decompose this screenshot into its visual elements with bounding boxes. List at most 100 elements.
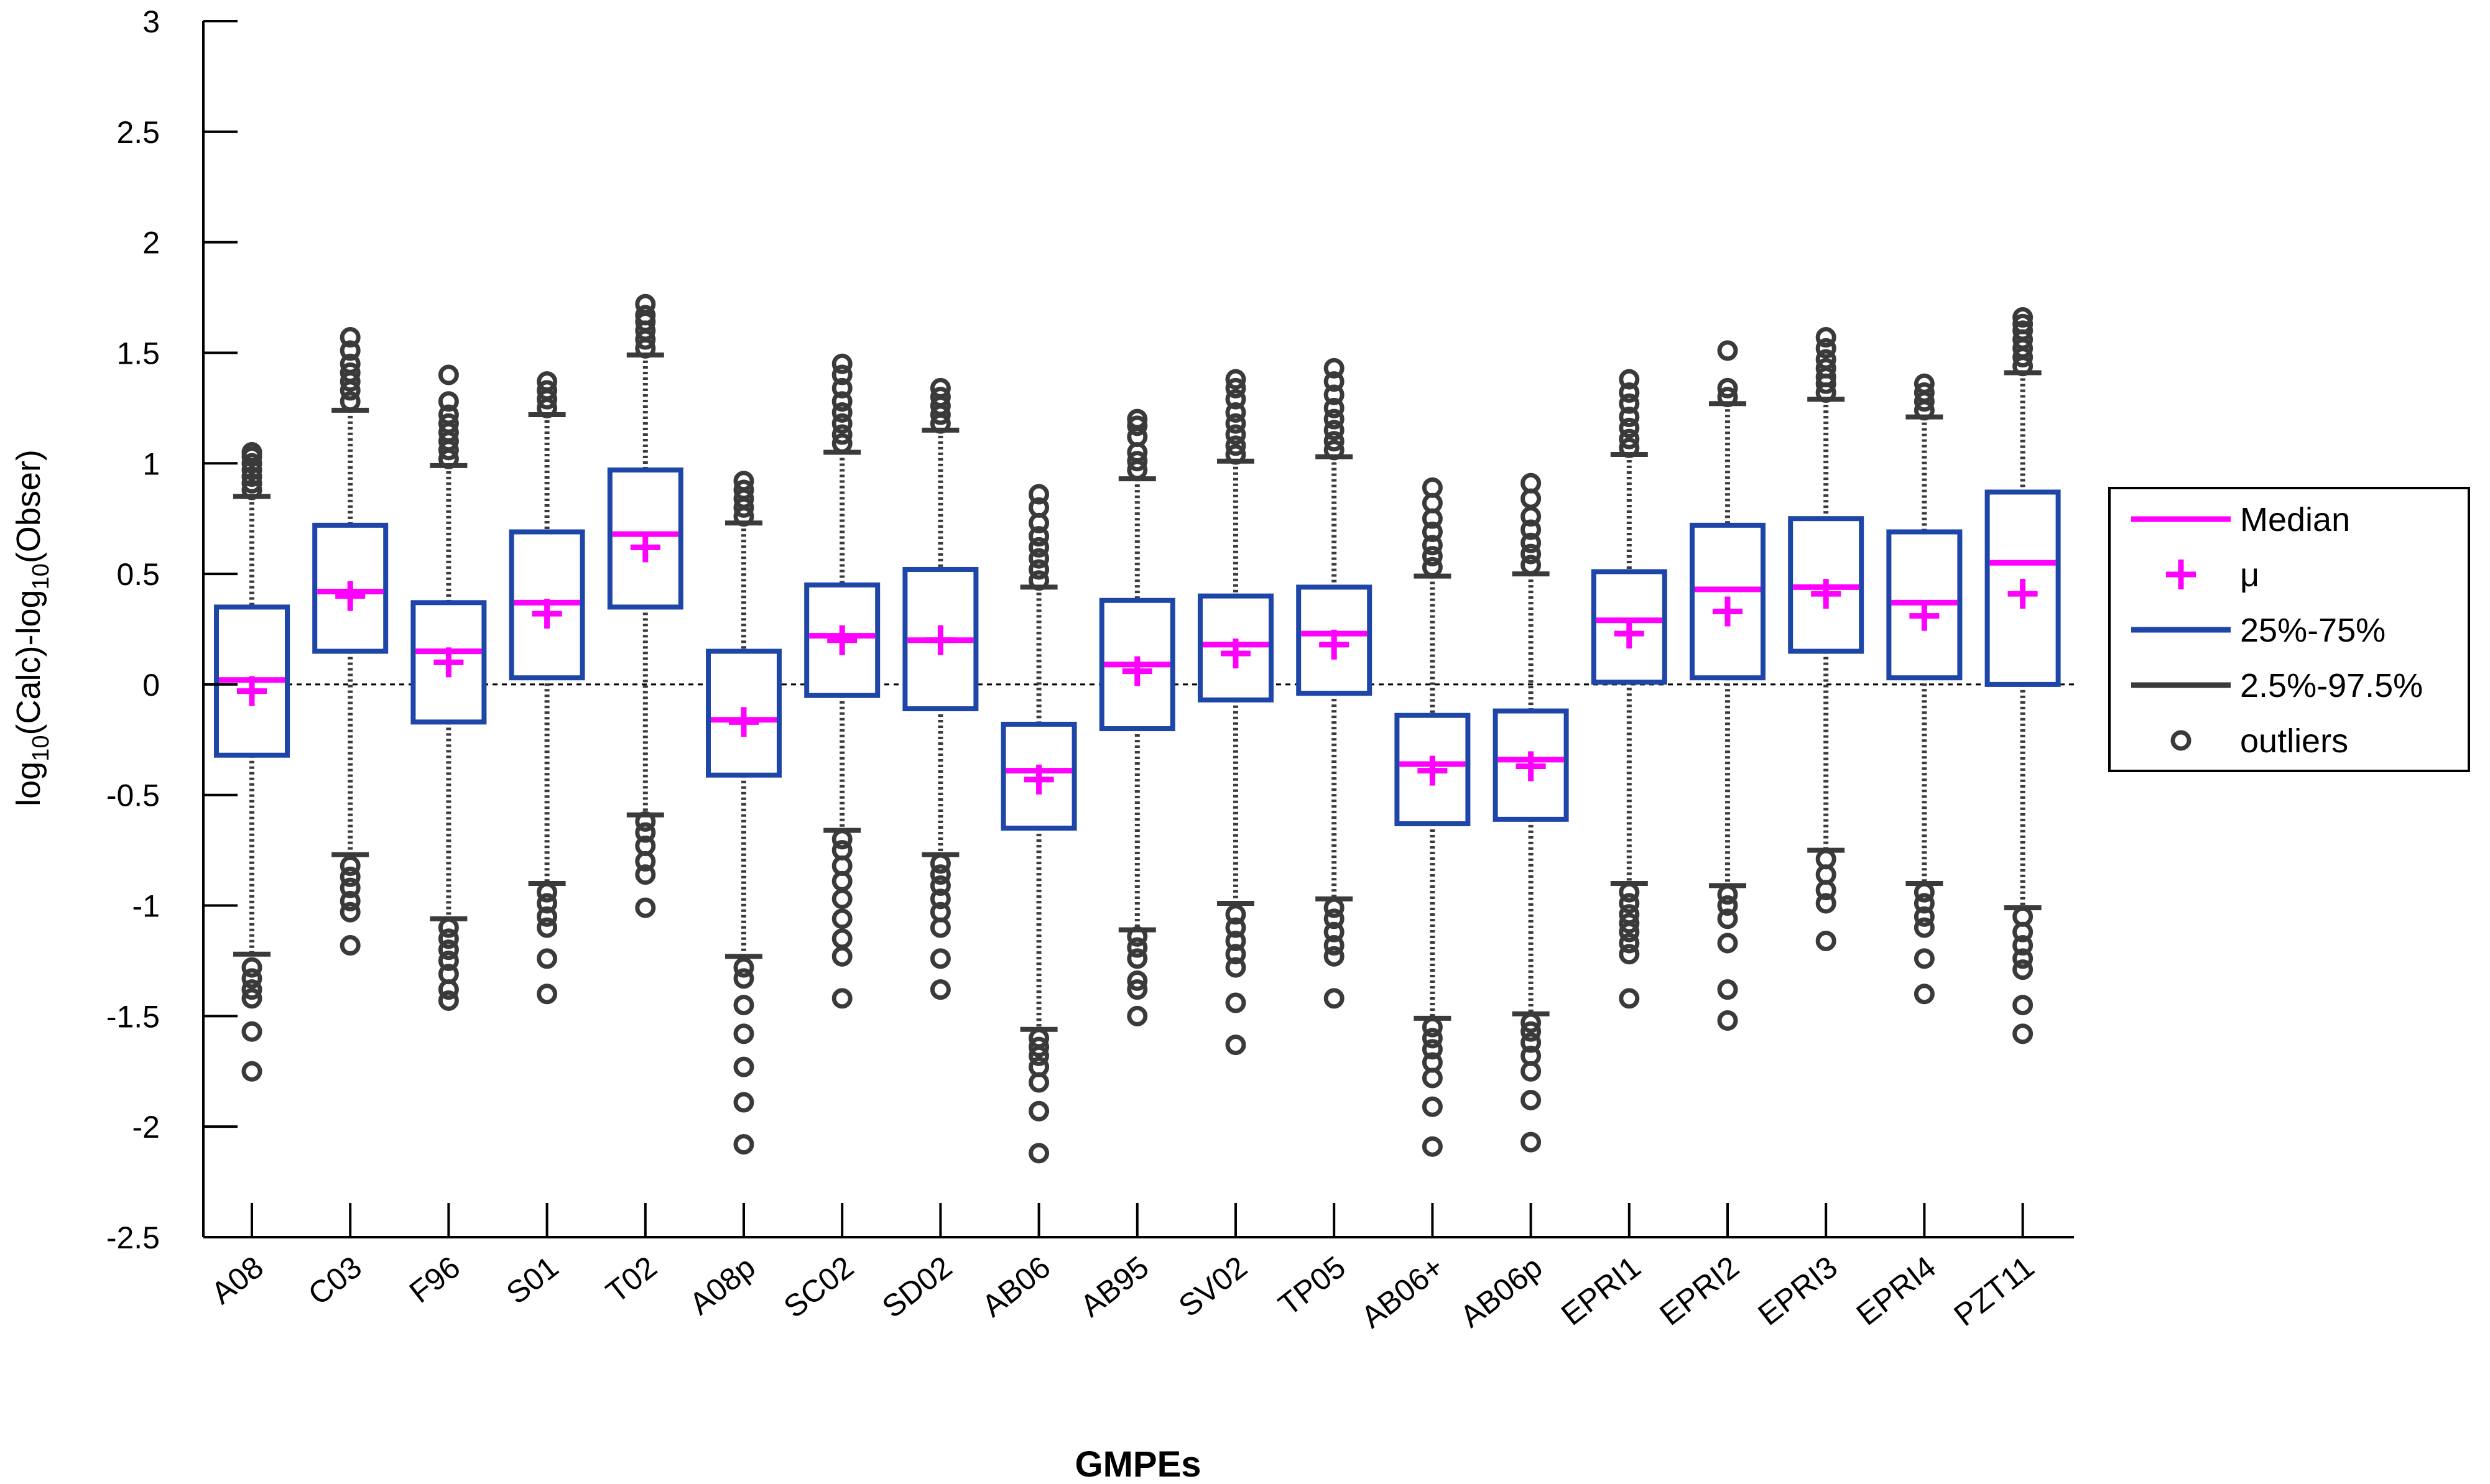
outlier-point [1520, 472, 1542, 494]
outlier-point [1619, 921, 1640, 942]
outlier-point [1422, 1039, 1443, 1060]
outlier-point [1323, 357, 1345, 379]
outlier-point [1422, 1016, 1443, 1038]
outlier-point [1717, 884, 1738, 905]
legend: Median μ 25%-75% 2.5%-97.5% outliers [2108, 487, 2470, 772]
outlier-point [1520, 555, 1542, 576]
outlier-point [1225, 413, 1246, 434]
outlier-point [930, 864, 951, 885]
x-axis-title: GMPEs [1075, 1444, 1201, 1484]
outlier-point [831, 433, 853, 454]
y-axis-title-subscript: 10 [28, 735, 54, 762]
outlier-point [1225, 944, 1246, 965]
legend-label: outliers [2240, 722, 2348, 760]
outlier-point [241, 466, 262, 487]
outlier-point [1225, 917, 1246, 938]
outlier-point [340, 877, 361, 898]
outlier-point [1619, 407, 1640, 428]
outlier-point [537, 893, 558, 914]
outlier-point [1914, 373, 1935, 394]
box-group-T02 [607, 293, 683, 918]
outlier-point [438, 979, 459, 1000]
outlier-point [831, 391, 853, 412]
iqr-box [1690, 522, 1766, 681]
outlier-point [1619, 893, 1640, 914]
outlier-point [340, 935, 361, 956]
outlier-point [1815, 327, 1836, 348]
outlier-point [340, 391, 361, 412]
outlier-point [340, 890, 361, 911]
y-axis-title-part: (Calc)-log [10, 589, 47, 735]
x-tick-label: F96 [403, 1250, 466, 1310]
outlier-point [1520, 1012, 1542, 1033]
outlier-point [1914, 882, 1935, 903]
outlier-point [537, 371, 558, 392]
x-tick-label: A08 [205, 1250, 270, 1311]
outlier-point [1717, 979, 1738, 1000]
outlier-point [733, 1023, 754, 1044]
x-tick-label: TP05 [1272, 1250, 1352, 1323]
outlier-point [1619, 933, 1640, 954]
x-tick-label: SC02 [777, 1250, 860, 1325]
y-axis-title: log10(Calc)-log10(Obser) [10, 449, 54, 806]
outlier-point [241, 968, 262, 989]
outlier-point [2012, 995, 2034, 1016]
outlier-point [1520, 1061, 1542, 1082]
box-group-F96 [410, 364, 487, 1011]
outlier-point [340, 362, 361, 383]
outlier-point [1422, 477, 1443, 498]
x-tick-label: S01 [500, 1250, 565, 1311]
box-group-C03 [312, 327, 389, 956]
outlier-point [1127, 1005, 1148, 1026]
outlier-point [241, 1021, 262, 1042]
box-group-AB06+ [1394, 477, 1471, 1157]
box-group-A08p [706, 471, 782, 1155]
outlier-point [438, 917, 459, 938]
outlier-point [1619, 369, 1640, 390]
outlier-point [930, 387, 951, 408]
outlier-point [438, 364, 459, 385]
y-tick-label: -0.5 [106, 778, 160, 813]
outlier-point [733, 1134, 754, 1155]
y-tick-label: 2.5 [116, 115, 160, 150]
outlier-point [733, 479, 754, 500]
outlier-point [438, 939, 459, 961]
outlier-point [1815, 893, 1836, 914]
outlier-point [1029, 1143, 1050, 1164]
outlier-point [1127, 451, 1148, 472]
legend-label: Median [2240, 501, 2350, 538]
outlier-point [1225, 424, 1246, 445]
outlier-point [537, 380, 558, 401]
outlier-point [537, 948, 558, 969]
outlier-point [1422, 1096, 1443, 1117]
y-tick-label: 3 [142, 4, 160, 39]
outlier-point [1029, 484, 1050, 505]
outlier-point [1619, 913, 1640, 934]
outlier-point [1127, 415, 1148, 436]
outlier-point [1520, 543, 1542, 565]
outlier-point [1029, 1045, 1050, 1066]
outlier-point [1225, 435, 1246, 456]
outlier-point [1029, 497, 1050, 518]
x-tick-label: EPRI1 [1555, 1250, 1647, 1332]
outlier-point [1717, 387, 1738, 408]
outlier-point [1619, 437, 1640, 458]
box-group-AB06p [1493, 472, 1569, 1153]
outlier-point [2012, 313, 2034, 334]
y-axis-title-part: (Obser) [10, 449, 47, 563]
outlier-point [831, 988, 853, 1009]
outlier-point [1323, 897, 1345, 918]
outlier-point [1619, 988, 1640, 1009]
outlier-point [1717, 933, 1738, 954]
x-tick-label: EPRI4 [1850, 1250, 1942, 1332]
outlier-point [1323, 371, 1345, 392]
outlier-point [1029, 548, 1050, 569]
outlier-point [831, 377, 853, 399]
outlier-point [340, 340, 361, 361]
outlier-point [1815, 349, 1836, 370]
outlier-point [831, 353, 853, 374]
outlier-point [241, 472, 262, 494]
outlier-point [635, 293, 656, 315]
outlier-point [1914, 382, 1935, 403]
outlier-point [1225, 904, 1246, 925]
